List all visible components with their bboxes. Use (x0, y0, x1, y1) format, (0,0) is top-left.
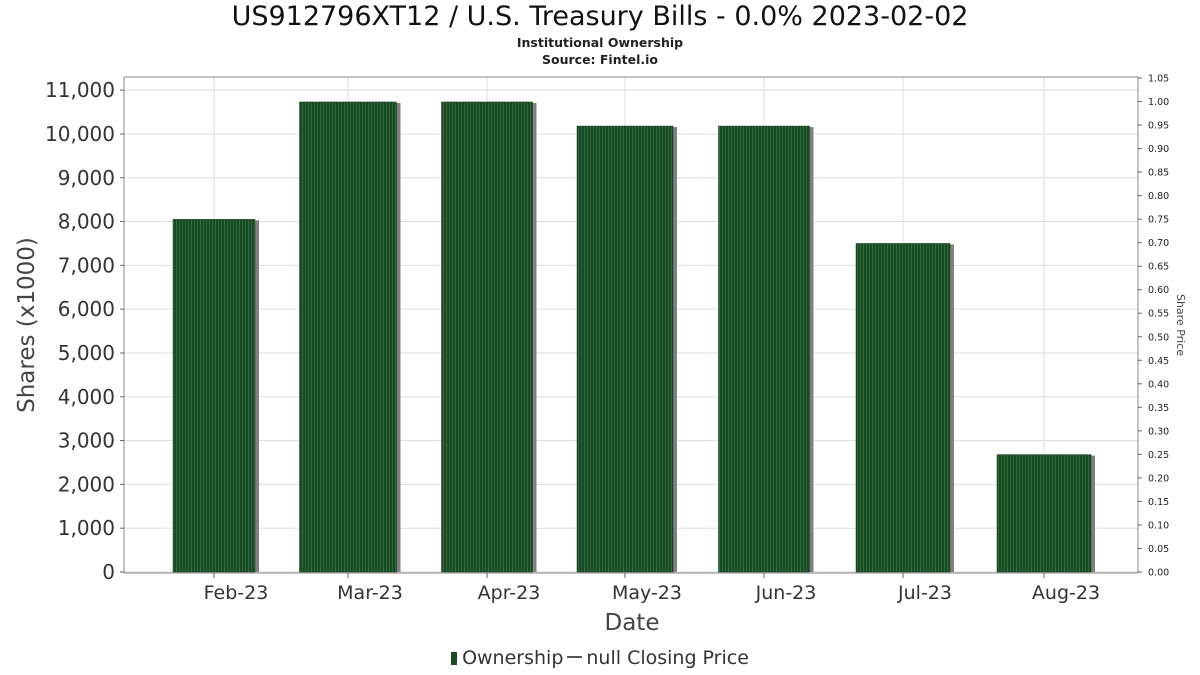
y2-tick-label: 0.25 (1148, 450, 1169, 461)
bar-apr-23 (441, 101, 533, 573)
chart-plot: 0 1,000 2,000 3,000 4,000 5,000 6,000 7,000 8,00… (14, 74, 1187, 637)
legend-ownership-swatch (451, 652, 458, 665)
legend-price-label: null Closing Price (586, 647, 749, 669)
y2-tick-label: 0.45 (1148, 356, 1169, 367)
y-tick-label: 4,000 (58, 385, 115, 409)
y2-tick-label: 0.50 (1148, 332, 1169, 343)
legend-price-swatch (567, 656, 583, 658)
x-tick-label: May-23 (612, 582, 682, 604)
bar-jul-23 (855, 243, 951, 573)
y-tick-label: 9,000 (58, 166, 115, 190)
y-tick-label: 3,000 (58, 429, 115, 453)
x-tick-label: Feb-23 (204, 582, 269, 604)
bar-may-23 (576, 125, 674, 573)
legend-ownership-label: Ownership (462, 647, 564, 669)
y2-tick-label: 0.55 (1148, 309, 1169, 320)
y2-tick-label: 0.35 (1148, 403, 1169, 414)
y-tick-label: 10,000 (45, 122, 115, 146)
bar-aug-23 (996, 454, 1092, 573)
y-tick-label: 0 (102, 560, 115, 584)
y-axis-ticks: 0 1,000 2,000 3,000 4,000 5,000 6,000 7,000 8,00… (45, 78, 124, 584)
chart-subtitle: Institutional Ownership (516, 35, 684, 50)
bar-feb-23 (172, 219, 256, 573)
y2-tick-label: 1.00 (1148, 97, 1169, 108)
plot-frame (123, 76, 1139, 574)
x-tick-label: Mar-23 (337, 582, 403, 604)
y2-tick-label: 0.75 (1148, 215, 1169, 226)
y-tick-label: 6,000 (58, 297, 115, 321)
x-tick-label: Jun-23 (755, 582, 817, 604)
x-tick-label: Aug-23 (1032, 582, 1100, 604)
y2-tick-label: 0.90 (1148, 144, 1169, 155)
bar-jun-23 (718, 125, 810, 573)
chart-source: Source: Fintel.io (542, 52, 658, 67)
y-tick-label: 2,000 (58, 472, 115, 496)
y2-tick-label: 0.95 (1148, 121, 1169, 132)
y-tick-label: 11,000 (45, 78, 115, 102)
y2-tick-label: 0.30 (1148, 426, 1169, 437)
legend: Ownership null Closing Price (0, 647, 1200, 669)
bars (172, 101, 1095, 573)
chart-title: US912796XT12 / U.S. Treasury Bills - 0.0… (231, 1, 969, 32)
y-tick-label: 7,000 (58, 253, 115, 277)
y2-tick-label: 0.40 (1148, 379, 1169, 390)
y2-tick-label: 0.80 (1148, 191, 1169, 202)
x-tick-label: Jul-23 (897, 582, 952, 604)
y2-tick-label: 0.05 (1148, 544, 1169, 555)
y2-tick-label: 0.60 (1148, 285, 1169, 296)
y2-tick-label: 0.85 (1148, 168, 1169, 179)
y2-tick-label: 0.15 (1148, 497, 1169, 508)
y2-tick-label: 0.20 (1148, 473, 1169, 484)
y2-tick-label: 0.70 (1148, 238, 1169, 249)
x-axis-label: Date (605, 610, 660, 636)
x-tick-label: Apr-23 (478, 582, 541, 604)
y2-tick-label: 0.10 (1148, 520, 1169, 531)
y2-axis-label: Share Price (1174, 294, 1187, 356)
y-tick-label: 1,000 (58, 516, 115, 540)
y-tick-label: 8,000 (58, 210, 115, 234)
y-tick-label: 5,000 (58, 341, 115, 365)
bar-mar-23 (299, 101, 397, 573)
y2-tick-label: 1.05 (1148, 74, 1169, 85)
y2-axis-ticks: 0.00 0.05 0.10 0.15 0.20 0.25 0.30 0.35 0.40 0.45… (1138, 74, 1169, 579)
x-axis-ticks: Feb-23 Mar-23 Apr-23 May-23 Jun-23 Jul-23 Aug-… (204, 573, 1100, 604)
y2-tick-label: 0.65 (1148, 262, 1169, 273)
y-axis-label: Shares (x1000) (14, 237, 40, 413)
y2-tick-label: 0.00 (1148, 568, 1169, 579)
